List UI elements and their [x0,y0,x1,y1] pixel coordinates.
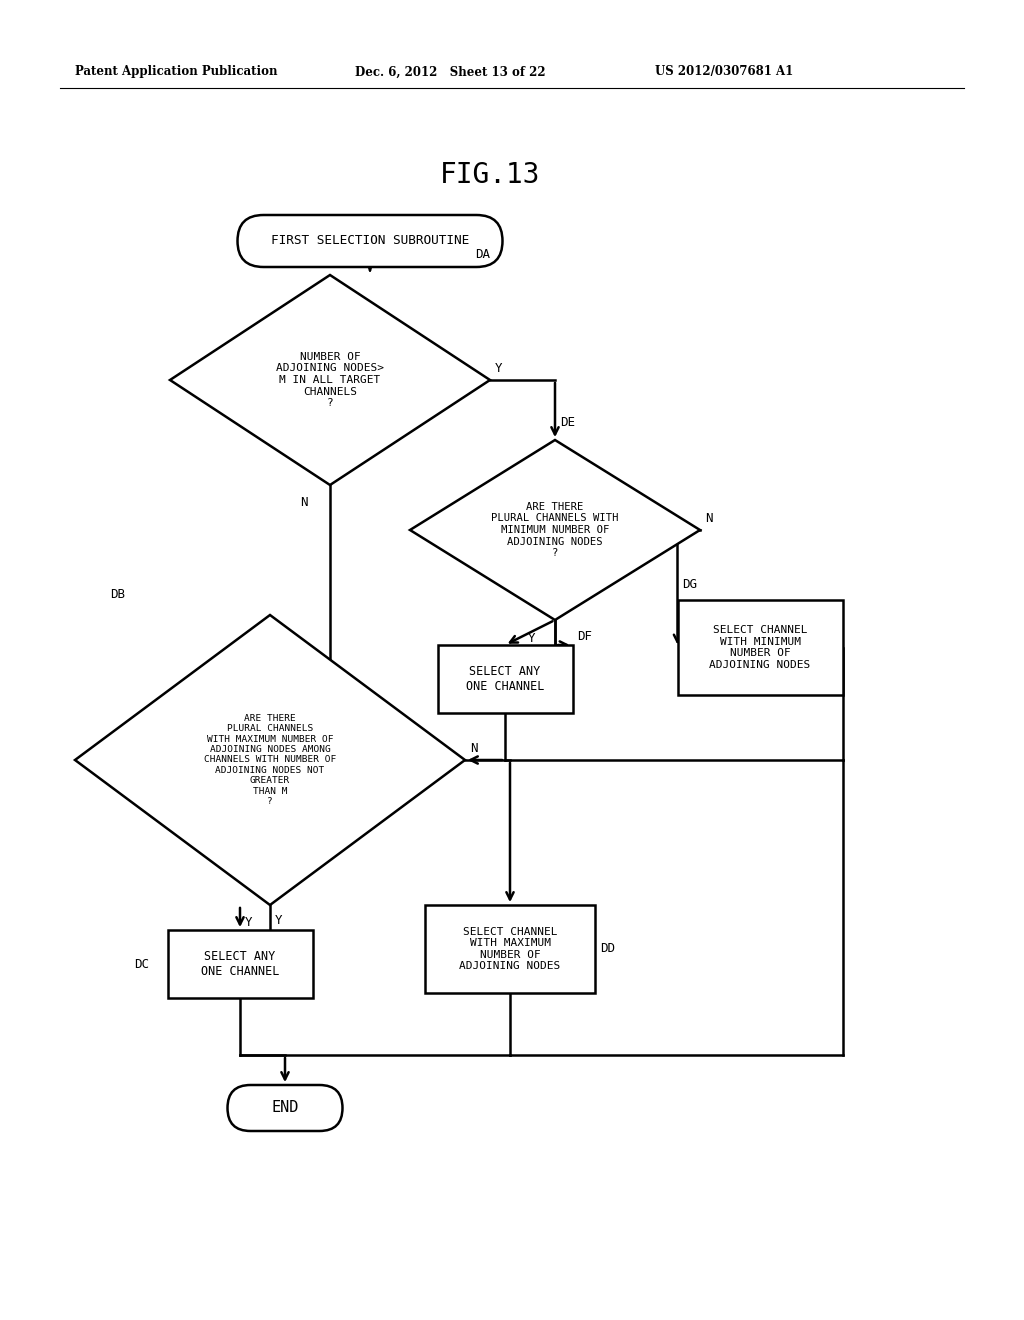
Text: DA: DA [475,248,490,261]
Text: FIG.13: FIG.13 [439,161,541,189]
Text: N: N [470,742,477,755]
Text: ARE THERE
PLURAL CHANNELS
WITH MAXIMUM NUMBER OF
ADJOINING NODES AMONG
CHANNELS : ARE THERE PLURAL CHANNELS WITH MAXIMUM N… [204,714,336,807]
Text: Dec. 6, 2012   Sheet 13 of 22: Dec. 6, 2012 Sheet 13 of 22 [355,66,546,78]
Text: DD: DD [600,942,615,956]
Text: N: N [300,496,308,510]
Text: FIRST SELECTION SUBROUTINE: FIRST SELECTION SUBROUTINE [271,235,469,248]
Text: DG: DG [683,578,697,591]
FancyBboxPatch shape [238,215,503,267]
Text: SELECT ANY
ONE CHANNEL: SELECT ANY ONE CHANNEL [466,665,544,693]
Text: Y: Y [527,631,535,644]
Text: Patent Application Publication: Patent Application Publication [75,66,278,78]
Text: NUMBER OF
ADJOINING NODES>
M IN ALL TARGET
CHANNELS
?: NUMBER OF ADJOINING NODES> M IN ALL TARG… [276,352,384,408]
Text: DB: DB [110,589,125,602]
Bar [168,931,312,998]
Text: END: END [271,1101,299,1115]
Text: SELECT ANY
ONE CHANNEL: SELECT ANY ONE CHANNEL [201,950,280,978]
Polygon shape [170,275,490,484]
FancyBboxPatch shape [227,1085,342,1131]
Polygon shape [410,440,700,620]
Bar [678,601,843,696]
Text: SELECT CHANNEL
WITH MAXIMUM
NUMBER OF
ADJOINING NODES: SELECT CHANNEL WITH MAXIMUM NUMBER OF AD… [460,927,560,972]
Text: ARE THERE
PLURAL CHANNELS WITH
MINIMUM NUMBER OF
ADJOINING NODES
?: ARE THERE PLURAL CHANNELS WITH MINIMUM N… [492,502,618,558]
Text: Y: Y [495,362,503,375]
Text: N: N [705,511,713,524]
Bar [437,645,572,713]
Text: Y: Y [275,913,283,927]
Text: DC: DC [134,957,150,970]
Text: Y: Y [245,916,253,929]
Text: DF: DF [578,631,593,644]
Text: US 2012/0307681 A1: US 2012/0307681 A1 [655,66,794,78]
Polygon shape [75,615,465,906]
Text: SELECT CHANNEL
WITH MINIMUM
NUMBER OF
ADJOINING NODES: SELECT CHANNEL WITH MINIMUM NUMBER OF AD… [710,626,811,671]
Bar [425,906,595,993]
Text: DE: DE [560,416,575,429]
